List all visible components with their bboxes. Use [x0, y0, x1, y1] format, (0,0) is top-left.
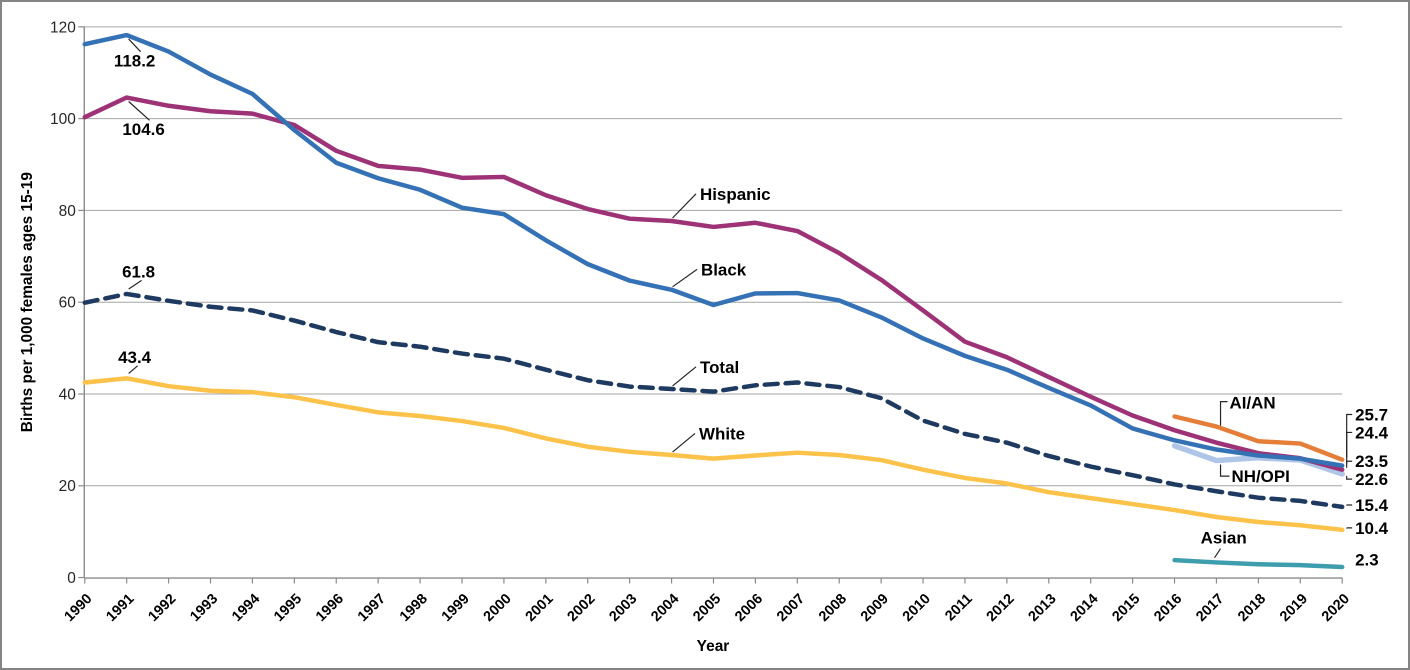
series-label-leader	[672, 432, 696, 453]
annotation-leader	[128, 38, 142, 53]
x-tick-label: 2007	[774, 591, 808, 625]
annotation-leader	[128, 365, 139, 374]
x-tick-label: 1997	[355, 591, 389, 625]
x-tick-label: 1995	[271, 591, 305, 625]
series-label-nhopi: NH/OPI	[1232, 467, 1290, 486]
series-label-hispanic: Hispanic	[700, 185, 771, 204]
end-label-leader	[1346, 475, 1353, 480]
x-tick-label: 2002	[564, 591, 598, 625]
peak-value-label: 118.2	[114, 52, 155, 71]
y-axis-title: Births per 1,000 females ages 15-19	[19, 172, 36, 432]
x-tick-label: 2015	[1109, 591, 1143, 625]
y-tick-label: 80	[59, 203, 76, 220]
x-tick-label: 1990	[62, 591, 96, 625]
end-value-label: 15.4	[1355, 496, 1389, 515]
series-label-leader	[1219, 401, 1228, 426]
series-label-leader	[672, 193, 697, 219]
end-value-label: 10.4	[1355, 519, 1389, 538]
series-line-total	[82, 291, 1345, 510]
annotation-leader	[128, 279, 142, 290]
peak-value-label: 104.6	[122, 120, 164, 139]
x-tick-label: 2012	[984, 591, 1018, 625]
x-tick-label: 2011	[942, 591, 975, 624]
x-tick-label: 1996	[313, 591, 347, 625]
series-line-hispanic	[82, 95, 1345, 472]
x-tick-label: 2010	[900, 591, 934, 625]
peak-value-label: 43.4	[118, 348, 152, 367]
x-tick-label: 1991	[103, 591, 137, 625]
end-value-label: 22.6	[1355, 470, 1388, 489]
x-tick-label: 1994	[229, 591, 263, 625]
end-label-leader	[1346, 413, 1353, 458]
y-tick-label: 40	[59, 386, 76, 403]
grid-layer	[84, 26, 1343, 487]
annotation-leader	[128, 101, 150, 121]
y-tick-label: 120	[50, 19, 76, 36]
series-label-asian: Asian	[1201, 529, 1247, 548]
x-tick-label: 2019	[1277, 591, 1311, 625]
x-tick-label: 1992	[145, 591, 179, 625]
series-label-leader	[1214, 548, 1222, 558]
x-tick-label: 2004	[648, 591, 682, 625]
series-line-asian	[1172, 557, 1345, 570]
series-layer	[82, 32, 1345, 570]
y-tick-label: 0	[67, 570, 76, 587]
x-tick-label: 2003	[606, 591, 640, 625]
series-line-nhopi	[1171, 443, 1345, 477]
series-line-aian	[1172, 414, 1345, 462]
x-tick-label: 2014	[1067, 591, 1101, 625]
series-line-white	[82, 376, 1345, 533]
x-tick-label: 2000	[481, 591, 515, 625]
y-tick-label: 60	[59, 295, 76, 312]
x-tick-label: 2017	[1193, 591, 1227, 625]
x-tick-label: 2005	[690, 591, 724, 625]
series-label-black: Black	[701, 260, 747, 279]
end-label-leader	[1346, 460, 1353, 468]
x-tick-label: 2009	[858, 591, 892, 625]
x-tick-label: 2018	[1235, 591, 1269, 625]
series-label-leader	[1219, 464, 1230, 477]
series-label-total: Total	[700, 358, 739, 377]
x-tick-label: 1993	[187, 591, 221, 625]
series-label-white: White	[699, 424, 745, 443]
series-label-leader	[672, 366, 697, 387]
end-value-label: 23.5	[1355, 452, 1388, 471]
series-line-black	[82, 32, 1345, 468]
x-tick-label: 2020	[1319, 591, 1353, 625]
end-value-label: 25.7	[1355, 406, 1388, 425]
series-label-aian: AI/AN	[1230, 394, 1276, 413]
x-tick-label: 1998	[397, 591, 431, 625]
x-tick-label: 2001	[523, 591, 557, 625]
annotation-layer: 118.2 104.6 61.8 43.4 Hispanic Black Total Whit…	[114, 38, 1389, 570]
end-label-leader	[1346, 431, 1353, 464]
x-tick-label: 1999	[439, 591, 473, 625]
x-tick-label: 2016	[1151, 591, 1185, 625]
x-tick-label: 2013	[1026, 591, 1060, 625]
end-value-label: 2.3	[1355, 551, 1379, 570]
peak-value-label: 61.8	[122, 262, 155, 281]
series-label-leader	[672, 268, 698, 288]
x-tick-label: 2008	[816, 591, 850, 625]
end-value-label: 24.4	[1355, 423, 1389, 442]
y-tick-label: 20	[59, 478, 76, 495]
y-tick-label: 100	[50, 111, 76, 128]
x-axis-title: Year	[697, 638, 730, 655]
x-tick-label: 2006	[732, 591, 766, 625]
